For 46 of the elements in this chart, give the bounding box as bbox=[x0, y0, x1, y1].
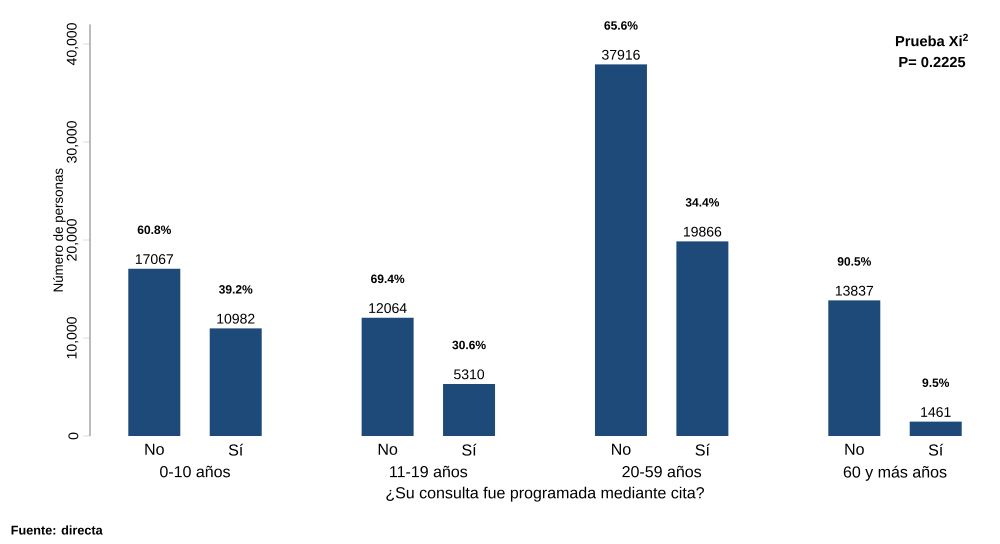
x-axis-title: ¿Su consulta fue programada mediante cita? bbox=[386, 486, 704, 502]
annotation: 60.8% bbox=[138, 226, 171, 234]
annotation: 34.4% bbox=[686, 198, 720, 207]
data-label: 13837 bbox=[836, 286, 874, 296]
data-label: 17067 bbox=[136, 254, 174, 264]
text: Sí bbox=[696, 444, 710, 456]
annotation: 9.5% bbox=[922, 378, 950, 387]
data-label: 5310 bbox=[454, 369, 484, 380]
data-label: 10982 bbox=[217, 314, 254, 324]
annotation: P= 0.2225 bbox=[899, 56, 966, 68]
data-label: 1461 bbox=[921, 407, 951, 417]
text: Sí bbox=[928, 444, 944, 456]
series-label: No bbox=[145, 444, 164, 455]
annotation: Prueba Xi$^{2}$ bbox=[896, 34, 968, 46]
x-tick-label: 0-10 años bbox=[160, 466, 230, 478]
data-label: 12064 bbox=[369, 303, 407, 314]
annotation: 39.2% bbox=[218, 285, 252, 294]
x-tick-label: 20-59 años bbox=[622, 466, 702, 478]
bar bbox=[676, 241, 728, 436]
text: No bbox=[378, 444, 398, 455]
annotation: 69.4% bbox=[371, 274, 404, 284]
source-note: Fuente: directa bbox=[12, 525, 103, 535]
bar bbox=[910, 422, 962, 436]
series-label: Sí bbox=[228, 444, 244, 456]
y-tick-label: 0 bbox=[68, 432, 78, 440]
data-label: 37916 bbox=[602, 50, 640, 60]
y-axis-title: Número de personas bbox=[52, 168, 66, 292]
bar bbox=[128, 268, 180, 436]
bar bbox=[594, 64, 647, 436]
y-tick-label: 10,000 bbox=[66, 317, 78, 358]
text: No bbox=[845, 444, 864, 455]
text: No bbox=[612, 444, 631, 455]
bar bbox=[443, 384, 496, 436]
y-tick-label: 40,000 bbox=[66, 23, 78, 66]
x-tick-label: 11-19 años bbox=[390, 466, 468, 478]
annotation: 65.6% bbox=[604, 21, 638, 30]
x-tick-label: 60 y más años bbox=[844, 466, 946, 481]
bar bbox=[828, 300, 880, 436]
y-tick-label: 30,000 bbox=[66, 121, 78, 163]
bar bbox=[362, 318, 414, 436]
bar bbox=[210, 328, 262, 436]
y-tick-label: 20,000 bbox=[66, 219, 78, 261]
data-label: 19866 bbox=[684, 226, 722, 237]
text: Sí bbox=[462, 444, 477, 456]
annotation: 90.5% bbox=[838, 257, 871, 266]
annotation: 30.6% bbox=[452, 340, 486, 350]
